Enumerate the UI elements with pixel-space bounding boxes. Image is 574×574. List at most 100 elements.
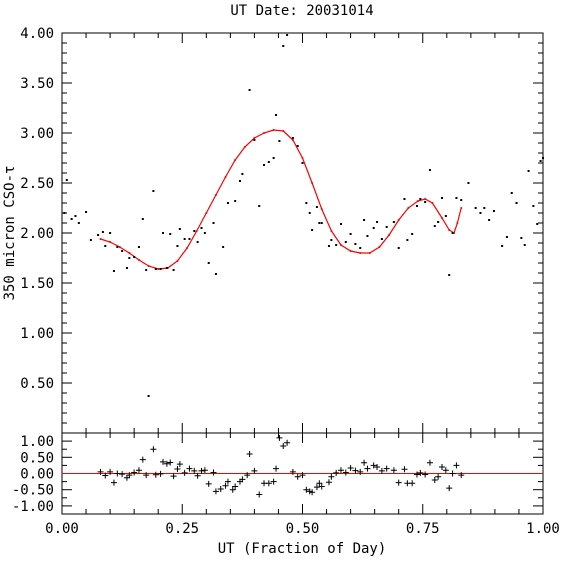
residual-point bbox=[442, 467, 449, 474]
data-point bbox=[327, 245, 330, 247]
data-point bbox=[483, 207, 486, 209]
data-point bbox=[403, 198, 406, 200]
data-point bbox=[542, 157, 544, 159]
fit-marker bbox=[448, 229, 451, 231]
data-point bbox=[145, 269, 148, 271]
fit-marker bbox=[99, 238, 102, 240]
residual-panel-ticks: -1.00-0.500.000.501.000.00 0.25 0.50 0.75 1.… bbox=[12, 433, 560, 537]
y-tick-label: 3.00 bbox=[20, 126, 54, 142]
data-point bbox=[169, 233, 172, 235]
residual-point bbox=[102, 472, 109, 479]
fit-marker bbox=[205, 212, 208, 214]
data-point bbox=[196, 241, 199, 243]
residual-point bbox=[229, 486, 236, 493]
y-tick-label: 2.00 bbox=[20, 226, 54, 242]
fit-marker bbox=[416, 200, 419, 202]
data-point bbox=[406, 239, 409, 241]
residual-point bbox=[337, 467, 344, 474]
residual-point bbox=[256, 491, 263, 498]
data-point bbox=[492, 210, 495, 212]
data-point bbox=[330, 239, 333, 241]
residual-point bbox=[176, 461, 183, 468]
data-point bbox=[523, 244, 526, 246]
fit-marker bbox=[456, 222, 459, 224]
data-point bbox=[203, 232, 206, 234]
residual-point bbox=[342, 469, 349, 476]
data-point bbox=[207, 262, 210, 264]
data-point bbox=[141, 218, 144, 220]
residual-point bbox=[458, 472, 465, 479]
residual-point bbox=[364, 465, 371, 472]
fit-marker bbox=[263, 132, 266, 134]
fit-marker bbox=[282, 130, 285, 132]
residual-point bbox=[174, 465, 181, 472]
data-point bbox=[474, 207, 477, 209]
residual-point bbox=[370, 462, 377, 469]
data-point bbox=[137, 246, 140, 248]
data-point bbox=[85, 211, 88, 213]
data-point bbox=[437, 221, 440, 223]
data-point bbox=[479, 212, 482, 214]
top-panel: 0.50 1.00 1.50 2.00 2.50 3.00 3.50 4.00 UT Date… bbox=[2, 3, 544, 434]
data-point bbox=[467, 182, 470, 184]
fit-marker bbox=[440, 217, 443, 219]
residual-point bbox=[435, 473, 442, 480]
residual-point bbox=[186, 465, 193, 472]
data-point bbox=[532, 205, 535, 207]
residual-point bbox=[244, 472, 251, 479]
data-point bbox=[200, 227, 203, 229]
residual-point bbox=[126, 472, 133, 479]
data-point bbox=[505, 236, 508, 238]
residual-point bbox=[438, 464, 445, 471]
fit-marker bbox=[388, 234, 391, 236]
residual-point bbox=[157, 470, 164, 477]
data-point bbox=[101, 231, 104, 233]
data-point bbox=[248, 89, 251, 91]
data-point bbox=[318, 222, 321, 224]
y-axis-label: 350 micron CSO-τ bbox=[2, 166, 18, 301]
data-point bbox=[510, 192, 513, 194]
residual-point bbox=[191, 467, 198, 474]
x-tick-label: 0.25 bbox=[165, 521, 199, 537]
data-point bbox=[272, 157, 275, 159]
data-point bbox=[222, 246, 225, 248]
data-point bbox=[376, 221, 379, 223]
residual-point bbox=[273, 465, 280, 472]
data-point bbox=[193, 230, 196, 232]
residual-point bbox=[246, 451, 253, 458]
fit-marker bbox=[272, 129, 275, 131]
data-point bbox=[74, 215, 77, 217]
top-panel-data-points bbox=[63, 34, 544, 397]
data-point bbox=[335, 244, 338, 246]
data-point bbox=[448, 274, 451, 276]
residual-point bbox=[139, 456, 146, 463]
residual-point bbox=[299, 472, 306, 479]
fit-marker bbox=[359, 252, 362, 254]
data-point bbox=[104, 245, 107, 247]
fit-marker bbox=[320, 208, 323, 210]
residual-point bbox=[383, 465, 390, 472]
fit-marker bbox=[330, 230, 333, 232]
residual-point bbox=[417, 469, 424, 476]
y-tick-label: 4.00 bbox=[20, 26, 54, 42]
data-point bbox=[133, 256, 136, 258]
data-point bbox=[415, 205, 418, 207]
residual-point bbox=[422, 471, 429, 478]
data-point bbox=[253, 139, 256, 141]
data-point bbox=[278, 140, 281, 142]
fit-marker bbox=[157, 268, 160, 270]
data-point bbox=[320, 222, 323, 224]
fit-marker bbox=[243, 146, 246, 148]
residual-point bbox=[453, 462, 460, 469]
data-point bbox=[372, 227, 375, 229]
residual-point bbox=[289, 468, 296, 475]
residual-point bbox=[97, 468, 104, 475]
data-point bbox=[311, 229, 314, 231]
residual-point bbox=[217, 486, 224, 493]
data-point bbox=[241, 173, 244, 175]
residual-point bbox=[119, 471, 126, 478]
data-point bbox=[77, 222, 80, 224]
data-point bbox=[165, 267, 168, 269]
data-point bbox=[154, 268, 157, 270]
x-axis-label: UT (Fraction of Day) bbox=[218, 541, 387, 557]
